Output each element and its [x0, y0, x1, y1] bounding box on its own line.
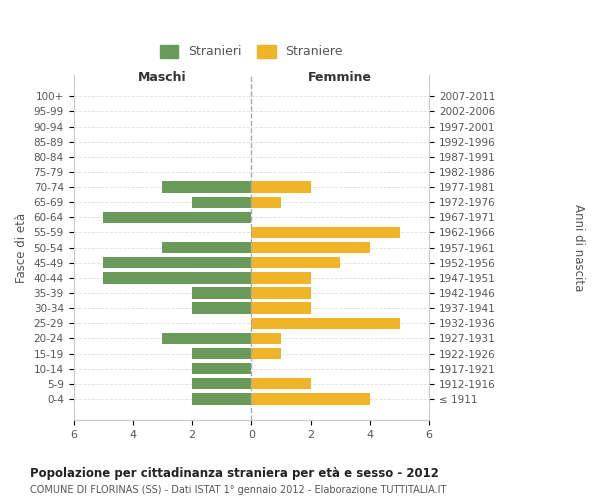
Y-axis label: Anni di nascita: Anni di nascita	[572, 204, 585, 292]
Text: Femmine: Femmine	[308, 71, 372, 84]
Bar	[251, 272, 311, 283]
Text: COMUNE DI FLORINAS (SS) - Dati ISTAT 1° gennaio 2012 - Elaborazione TUTTITALIA.I: COMUNE DI FLORINAS (SS) - Dati ISTAT 1° …	[30, 485, 446, 495]
Bar	[251, 348, 281, 359]
Bar	[103, 272, 251, 283]
Bar	[192, 196, 251, 208]
Bar	[163, 332, 251, 344]
Y-axis label: Fasce di età: Fasce di età	[15, 212, 28, 282]
Bar	[192, 393, 251, 404]
Bar	[192, 378, 251, 390]
Bar	[103, 212, 251, 223]
Bar	[251, 242, 370, 254]
Bar	[163, 242, 251, 254]
Bar	[192, 288, 251, 298]
Bar	[192, 302, 251, 314]
Bar	[192, 363, 251, 374]
Bar	[251, 332, 281, 344]
Text: Popolazione per cittadinanza straniera per età e sesso - 2012: Popolazione per cittadinanza straniera p…	[30, 468, 439, 480]
Legend: Stranieri, Straniere: Stranieri, Straniere	[155, 40, 348, 64]
Bar	[251, 227, 400, 238]
Bar	[163, 182, 251, 193]
Bar	[251, 302, 311, 314]
Bar	[103, 257, 251, 268]
Bar	[251, 257, 340, 268]
Text: Maschi: Maschi	[138, 71, 187, 84]
Bar	[251, 393, 370, 404]
Bar	[251, 378, 311, 390]
Bar	[251, 196, 281, 208]
Bar	[192, 348, 251, 359]
Bar	[251, 288, 311, 298]
Bar	[251, 182, 311, 193]
Bar	[251, 318, 400, 329]
